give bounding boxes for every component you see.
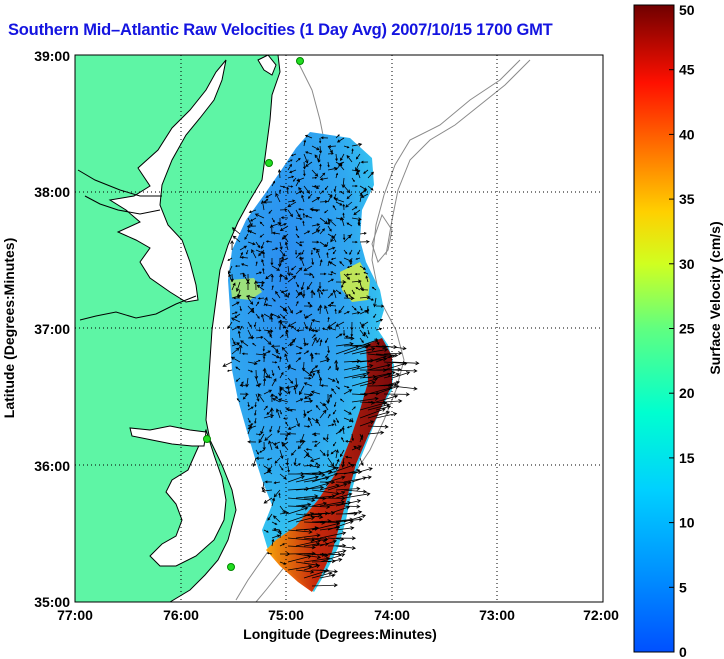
- colorbar-tick-label: 20: [679, 385, 695, 401]
- colorbar-tick-label: 45: [679, 62, 695, 78]
- colorbar-ramp: [633, 4, 675, 653]
- radar-site-marker: [265, 159, 273, 167]
- colorbar-tick-label: 5: [679, 579, 687, 595]
- colorbar-tick-label: 30: [679, 256, 695, 272]
- hf-radar-sites: [203, 57, 304, 571]
- lat-tick-label: 39:00: [34, 48, 70, 64]
- delaware-bay: [257, 55, 277, 76]
- lon-tick-label: 74:00: [374, 607, 410, 623]
- plot-area: [74, 54, 604, 603]
- potomac-river: [77, 169, 162, 215]
- colorbar-tick-label: 50: [679, 2, 695, 18]
- lon-tick-label: 75:00: [268, 607, 304, 623]
- pamlico-sound: [149, 428, 227, 567]
- radar-site-marker: [203, 435, 211, 443]
- lat-tick-label: 36:00: [34, 458, 70, 474]
- plot-frame: [74, 54, 604, 603]
- lon-tick-label: 72:00: [583, 607, 619, 623]
- current-vectors: [222, 134, 420, 588]
- colorbar: 0 5 10 15 20 25 30 35 40 45 50 Surface Velocity (c…: [633, 2, 723, 659]
- colorbar-tick-label: 0: [679, 644, 687, 659]
- lon-tick-label: 73:00: [479, 607, 515, 623]
- lat-lon-grid: [75, 55, 603, 602]
- lon-tick-label: 76:00: [163, 607, 199, 623]
- colorbar-tick-label: 10: [679, 515, 695, 531]
- lat-tick-label: 37:00: [34, 321, 70, 337]
- velocity-hotspot-gulf-stream: [266, 338, 392, 592]
- james-river: [79, 295, 197, 321]
- map-title: Southern Mid–Atlantic Raw Velocities (1 …: [8, 21, 553, 39]
- lon-tick-label: 77:00: [57, 607, 93, 623]
- vector-arrows: [222, 134, 420, 588]
- radar-site-marker: [227, 563, 235, 571]
- chesapeake-bay: [108, 59, 227, 303]
- colorbar-tick-label: 40: [679, 126, 695, 142]
- lat-tick-label: 38:00: [34, 184, 70, 200]
- colorbar-tick-label: 25: [679, 321, 695, 337]
- radar-site-marker: [296, 57, 304, 65]
- colorbar-label: Surface Velocity (cm/s): [707, 221, 723, 374]
- colorbar-tick-label: 35: [679, 191, 695, 207]
- lat-tick-label: 35:00: [34, 594, 70, 610]
- lon-axis-label: Longitude (Degrees:Minutes): [243, 626, 437, 642]
- lon-axis: 77:00 76:00 75:00 74:00 73:00 72:00 Long…: [57, 607, 619, 642]
- albemarle-sound: [129, 425, 207, 447]
- lat-axis-label: Latitude (Degrees:Minutes): [1, 238, 17, 418]
- colorbar-ticks: 0 5 10 15 20 25 30 35 40 45 50: [669, 2, 695, 659]
- colorbar-tick-label: 15: [679, 450, 695, 466]
- lat-axis: 39:00 38:00 37:00 36:00 35:00 Latitude (…: [1, 48, 70, 610]
